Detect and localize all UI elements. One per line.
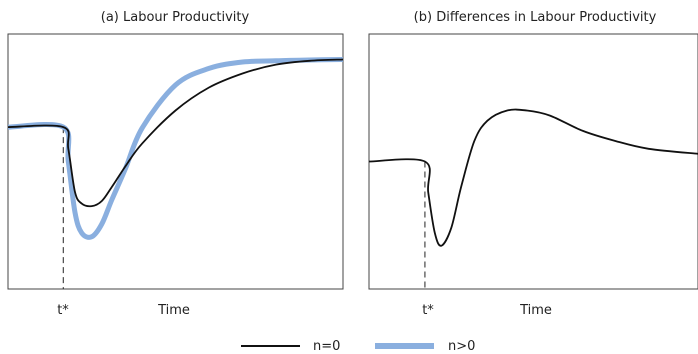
panel-b-tstar-label: t* <box>422 303 434 318</box>
panel-b-series <box>368 108 698 247</box>
panel-b-series-difference-line <box>368 108 698 247</box>
panel-a-series-n0-line <box>7 58 344 208</box>
panel-a-frame <box>7 33 344 290</box>
panel-b-title: (b) Differences in Labour Productivity <box>414 10 657 25</box>
panel-a-title: (a) Labour Productivity <box>101 10 250 25</box>
panel-b-frame <box>368 33 698 290</box>
panel-b: (b) Differences in Labour Productivity t… <box>368 10 698 318</box>
panel-a-series-n-positive-line <box>7 57 344 240</box>
panel-b-xlabel: Time <box>519 303 552 318</box>
legend: n=0 n>0 <box>241 339 475 354</box>
panel-a: (a) Labour Productivity t* Time <box>7 10 344 318</box>
legend-label-n-positive: n>0 <box>448 339 475 354</box>
panel-a-series <box>7 57 344 240</box>
legend-label-n0: n=0 <box>313 339 340 354</box>
panel-a-xlabel: Time <box>157 303 190 318</box>
panel-a-tstar-label: t* <box>57 303 69 318</box>
